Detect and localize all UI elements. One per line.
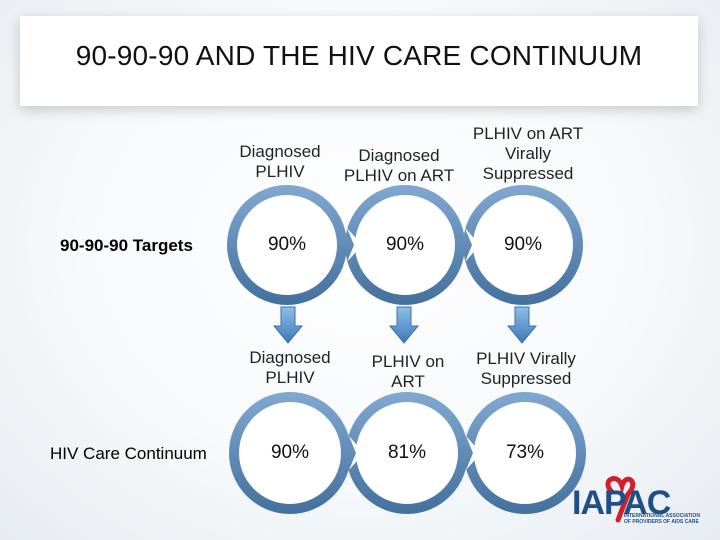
down-arrow-3 <box>506 306 538 344</box>
iapac-ribbon-icon <box>605 476 636 523</box>
target-circle-3 <box>463 185 583 305</box>
continuum-value-1: 90% <box>270 442 310 463</box>
target-value-3: 90% <box>503 234 543 255</box>
continuum-circle-2 <box>346 392 468 514</box>
target-stage-label-2: Diagnosed PLHIV on ART <box>343 146 455 185</box>
target-circle-1 <box>227 185 362 305</box>
down-arrow-1 <box>272 306 304 344</box>
continuum-value-3: 73% <box>505 442 545 463</box>
continuum-stage-label-2: PLHIV on ART <box>371 352 445 391</box>
continuum-value-2: 81% <box>387 442 427 463</box>
continuum-chevron-2 <box>466 436 481 470</box>
continuum-chevron-1 <box>349 436 364 470</box>
continuum-stage-label-1: Diagnosed PLHIV <box>249 348 331 387</box>
title-box <box>20 16 698 106</box>
target-value-2: 90% <box>385 234 425 255</box>
iapac-logo: IAPAC <box>572 484 671 522</box>
target-stage-label-3: PLHIV on ART Virally Suppressed <box>472 124 584 183</box>
row-label-continuum: HIV Care Continuum <box>50 444 207 463</box>
target-chevron-2 <box>465 228 480 262</box>
continuum-stage-label-3: PLHIV Virally Suppressed <box>476 349 576 388</box>
continuum-circle-3 <box>464 392 586 514</box>
target-chevron-1 <box>347 228 362 262</box>
target-value-1: 90% <box>267 234 307 255</box>
target-stage-label-1: Diagnosed PLHIV <box>239 142 321 181</box>
row-label-targets: 90-90-90 Targets <box>60 236 193 255</box>
slide-title: 90-90-90 AND THE HIV CARE CONTINUUM <box>75 40 643 71</box>
down-arrow-2 <box>388 306 420 344</box>
iapac-logo-subtitle: INTERNATIONAL ASSOCIATION OF PROVIDERS O… <box>624 513 700 525</box>
